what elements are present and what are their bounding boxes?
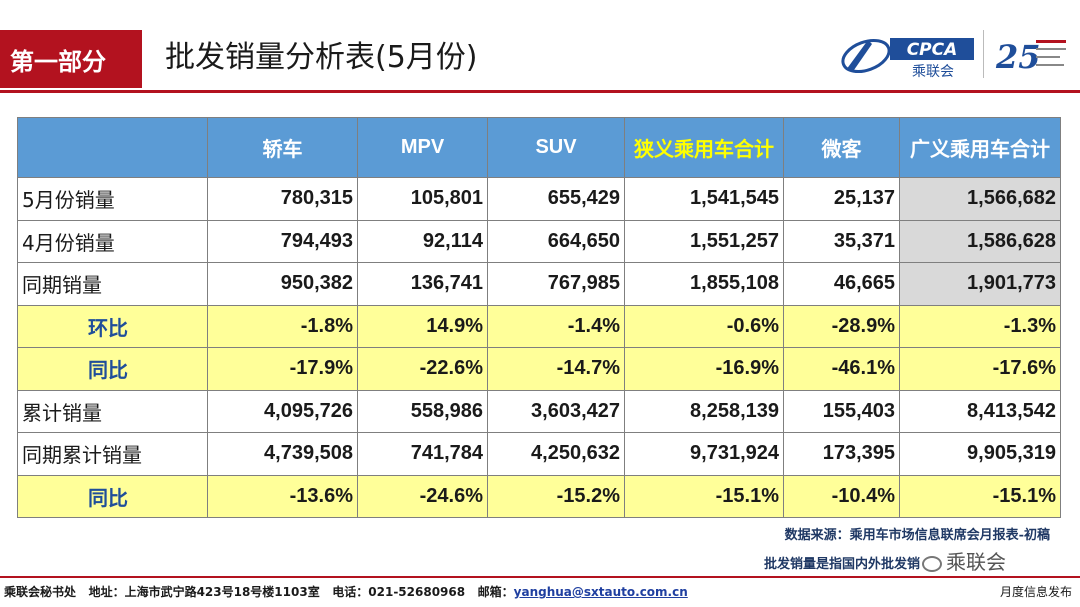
column-header: 广义乘用车合计 <box>899 117 1061 178</box>
row-label: 5月份销量 <box>17 177 208 221</box>
cpca-logo-text: CPCA <box>907 40 958 60</box>
table-cell: 8,258,139 <box>624 389 784 433</box>
row-label: 同比 <box>17 347 208 391</box>
table-row: 累计销量 4,095,726 558,986 3,603,427 8,258,1… <box>17 389 1061 433</box>
header-divider <box>0 90 1080 93</box>
footer-divider <box>0 576 1080 578</box>
table-cell: -16.9% <box>624 347 784 391</box>
table-cell: 4,250,632 <box>487 432 625 476</box>
table-cell: 1,586,628 <box>899 219 1061 263</box>
anniversary-logo: 25 <box>995 38 1066 76</box>
footer-phone: 电话：021-52680968 <box>332 585 466 599</box>
footer-org: 乘联会秘书处 <box>4 585 77 599</box>
table-cell: 950,382 <box>207 262 358 306</box>
data-source-note: 数据来源：乘用车市场信息联席会月报表-初稿 <box>784 528 1050 543</box>
table-cell: -10.4% <box>783 474 900 518</box>
table-cell: 92,114 <box>357 219 488 263</box>
table-cell: 1,566,682 <box>899 177 1061 221</box>
table-row: 同比 -17.9% -22.6% -14.7% -16.9% -46.1% -1… <box>17 347 1061 391</box>
table-cell: 9,905,319 <box>899 432 1061 476</box>
table-row: 5月份销量 780,315 105,801 655,429 1,541,545 … <box>17 177 1061 221</box>
row-label: 累计销量 <box>17 389 208 433</box>
table-row: 同比 -13.6% -24.6% -15.2% -15.1% -10.4% -1… <box>17 474 1061 518</box>
table-cell: 173,395 <box>783 432 900 476</box>
table-cell: 1,551,257 <box>624 219 784 263</box>
column-header: 轿车 <box>207 117 358 178</box>
table-cell: 136,741 <box>357 262 488 306</box>
table-cell: -15.2% <box>487 474 625 518</box>
cpca-logo-sub: 乘联会 <box>912 64 954 80</box>
table-cell: 14.9% <box>357 304 488 348</box>
wechat-label: 乘联会 <box>946 550 1006 574</box>
column-header: SUV <box>487 117 625 178</box>
footer-email-label: 邮箱： <box>477 585 514 599</box>
table-cell: 664,650 <box>487 219 625 263</box>
table-cell: -22.6% <box>357 347 488 391</box>
cpca-logo: CPCA 乘联会 <box>841 38 974 80</box>
table-cell: -15.1% <box>624 474 784 518</box>
section-tag: 第一部分 <box>0 30 142 88</box>
table-cell: 105,801 <box>357 177 488 221</box>
table-row: 同期销量 950,382 136,741 767,985 1,855,108 4… <box>17 262 1061 306</box>
footer-email-link[interactable]: yanghua@sxtauto.com.cn <box>513 585 688 599</box>
row-label: 同期累计销量 <box>17 432 208 476</box>
footer-address: 地址：上海市武宁路423号18号楼1103室 <box>88 585 320 599</box>
table-cell: -17.9% <box>207 347 358 391</box>
table-cell: -17.6% <box>899 347 1061 391</box>
table-cell: 4,095,726 <box>207 389 358 433</box>
footer-info: 乘联会秘书处 地址：上海市武宁路423号18号楼1103室 电话：021-526… <box>4 583 688 600</box>
table-cell: 767,985 <box>487 262 625 306</box>
table-cell: 655,429 <box>487 177 625 221</box>
table-row: 4月份销量 794,493 92,114 664,650 1,551,257 3… <box>17 219 1061 263</box>
table-cell: -1.4% <box>487 304 625 348</box>
table-cell: -46.1% <box>783 347 900 391</box>
table-cell: -28.9% <box>783 304 900 348</box>
row-label: 4月份销量 <box>17 219 208 263</box>
table-row: 环比 -1.8% 14.9% -1.4% -0.6% -28.9% -1.3% <box>17 304 1061 348</box>
table-cell: -15.1% <box>899 474 1061 518</box>
table-cell: -1.8% <box>207 304 358 348</box>
table-cell: 558,986 <box>357 389 488 433</box>
table-cell: 794,493 <box>207 219 358 263</box>
table-cell: 35,371 <box>783 219 900 263</box>
page-title: 批发销量分析表(5月份) <box>165 40 478 75</box>
table-cell: -1.3% <box>899 304 1061 348</box>
sales-table: 轿车 MPV SUV 狭义乘用车合计 微客 广义乘用车合计 5月份销量 780,… <box>17 117 1061 518</box>
logo-divider <box>983 30 984 78</box>
column-header: MPV <box>357 117 488 178</box>
footer-release-label: 月度信息发布 <box>999 585 1072 599</box>
wechat-watermark: 乘联会 <box>922 546 1006 575</box>
anniversary-logo-text: 25 <box>995 38 1041 76</box>
table-cell: 1,855,108 <box>624 262 784 306</box>
column-header: 微客 <box>783 117 900 178</box>
table-cell: 4,739,508 <box>207 432 358 476</box>
table-cell: 155,403 <box>783 389 900 433</box>
table-cell: 1,901,773 <box>899 262 1061 306</box>
row-label: 同比 <box>17 474 208 518</box>
table-cell: 25,137 <box>783 177 900 221</box>
table-cell: 741,784 <box>357 432 488 476</box>
table-cell: -24.6% <box>357 474 488 518</box>
table-cell: -0.6% <box>624 304 784 348</box>
section-label: 第一部分 <box>10 47 106 76</box>
column-header <box>17 117 208 178</box>
row-label: 环比 <box>17 304 208 348</box>
table-row: 同期累计销量 4,739,508 741,784 4,250,632 9,731… <box>17 432 1061 476</box>
table-cell: 780,315 <box>207 177 358 221</box>
column-header: 狭义乘用车合计 <box>624 117 784 178</box>
table-cell: 9,731,924 <box>624 432 784 476</box>
row-label: 同期销量 <box>17 262 208 306</box>
table-header-row: 轿车 MPV SUV 狭义乘用车合计 微客 广义乘用车合计 <box>17 117 1061 178</box>
definition-note: 批发销量是指国内外批发销 <box>763 557 920 572</box>
table-cell: 8,413,542 <box>899 389 1061 433</box>
table-cell: -14.7% <box>487 347 625 391</box>
table-cell: -13.6% <box>207 474 358 518</box>
table-cell: 1,541,545 <box>624 177 784 221</box>
table-cell: 46,665 <box>783 262 900 306</box>
table-cell: 3,603,427 <box>487 389 625 433</box>
wechat-icon <box>922 555 942 572</box>
